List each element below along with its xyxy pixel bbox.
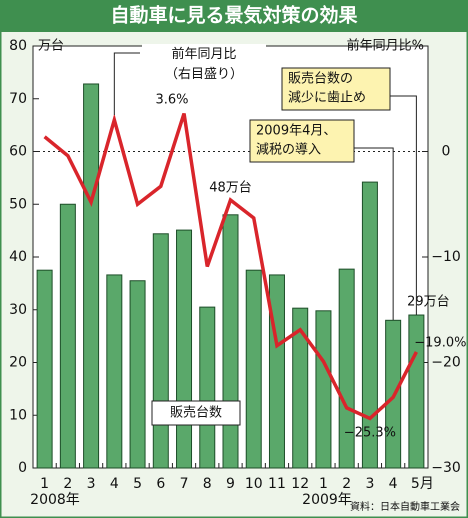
y2-tick-label: −20 xyxy=(431,355,461,371)
bar xyxy=(315,310,332,469)
x-tick-label: 5月 xyxy=(411,476,434,492)
data-label: 29万台 xyxy=(407,295,450,310)
bar xyxy=(268,274,285,469)
bar xyxy=(222,214,239,469)
x-tick-label: 4 xyxy=(389,476,398,492)
year-label: 2009年 xyxy=(302,492,352,508)
line xyxy=(43,112,418,421)
annotation-text: 販売台数の xyxy=(288,71,353,87)
x-tick-label: 2 xyxy=(342,476,351,492)
y2-tick-label: −10 xyxy=(431,249,461,265)
bar xyxy=(152,233,169,469)
chart-title: 自動車に見る景気対策の効果 xyxy=(110,4,357,27)
annotation-pointer xyxy=(354,147,394,320)
data-label: −19.0% xyxy=(414,336,466,351)
y-axis-label: 万台 xyxy=(38,39,64,54)
x-tick-label: 8 xyxy=(203,476,212,492)
y-tick-label: 70 xyxy=(9,91,27,107)
bar xyxy=(361,181,378,469)
y-tick-label: 80 xyxy=(9,38,27,54)
y-tick-label: 60 xyxy=(9,144,27,160)
annotation-pointer xyxy=(390,95,417,315)
x-tick-label: 2 xyxy=(63,476,72,492)
data-label: −25.3% xyxy=(344,426,396,441)
x-tick-label: 12 xyxy=(291,476,309,492)
x-tick-label: 9 xyxy=(226,476,235,492)
bar xyxy=(408,314,425,469)
bar xyxy=(199,306,216,469)
x-tick-label: 11 xyxy=(268,476,286,492)
x-tick-label: 7 xyxy=(180,476,189,492)
y-tick-label: 30 xyxy=(9,302,27,318)
data-label: 3.6% xyxy=(156,93,189,108)
annotation-text: 減税の導入 xyxy=(256,142,321,158)
data-label: 48万台 xyxy=(209,181,252,196)
bar xyxy=(36,269,53,469)
y2-axis-label: 前年同月比% xyxy=(347,38,424,54)
legend-box xyxy=(142,44,266,84)
bar xyxy=(338,268,355,469)
year-label: 2008年 xyxy=(30,492,80,508)
y-tick-label: 50 xyxy=(9,196,27,212)
bar xyxy=(59,203,76,469)
bar xyxy=(129,280,146,469)
annotation-text: 2009年4月、 xyxy=(256,124,336,139)
y-tick-label: 20 xyxy=(9,355,27,371)
bar xyxy=(245,269,262,469)
y-tick-label: 0 xyxy=(18,460,27,476)
legend-pointer xyxy=(113,52,140,115)
x-tick-label: 10 xyxy=(245,476,263,492)
y2-tick-label: 0 xyxy=(442,144,451,160)
title-bar xyxy=(0,0,468,32)
x-tick-label: 4 xyxy=(110,476,119,492)
annotation-box xyxy=(281,67,391,111)
y2-tick-label: −30 xyxy=(431,460,461,476)
y-tick-label: 10 xyxy=(9,407,27,423)
bar xyxy=(176,229,193,469)
y-tick-label: 40 xyxy=(9,249,27,265)
legend-box xyxy=(151,400,241,426)
source: 資料：日本自動車工業会 xyxy=(350,500,460,513)
legend-label: 前年同月比（右目盛り） xyxy=(165,46,243,82)
annotation-text: 減少に歯止め xyxy=(288,90,366,106)
x-tick-label: 5 xyxy=(133,476,142,492)
bar xyxy=(106,274,123,469)
bar xyxy=(83,83,100,469)
bar xyxy=(292,307,309,469)
x-tick-label: 6 xyxy=(156,476,165,492)
x-tick-label: 1 xyxy=(319,476,328,492)
x-tick-label: 3 xyxy=(365,476,374,492)
legend-label: 販売台数 xyxy=(170,405,222,421)
annotation-box xyxy=(249,119,355,163)
x-tick-label: 1 xyxy=(40,476,49,492)
x-tick-label: 3 xyxy=(87,476,96,492)
